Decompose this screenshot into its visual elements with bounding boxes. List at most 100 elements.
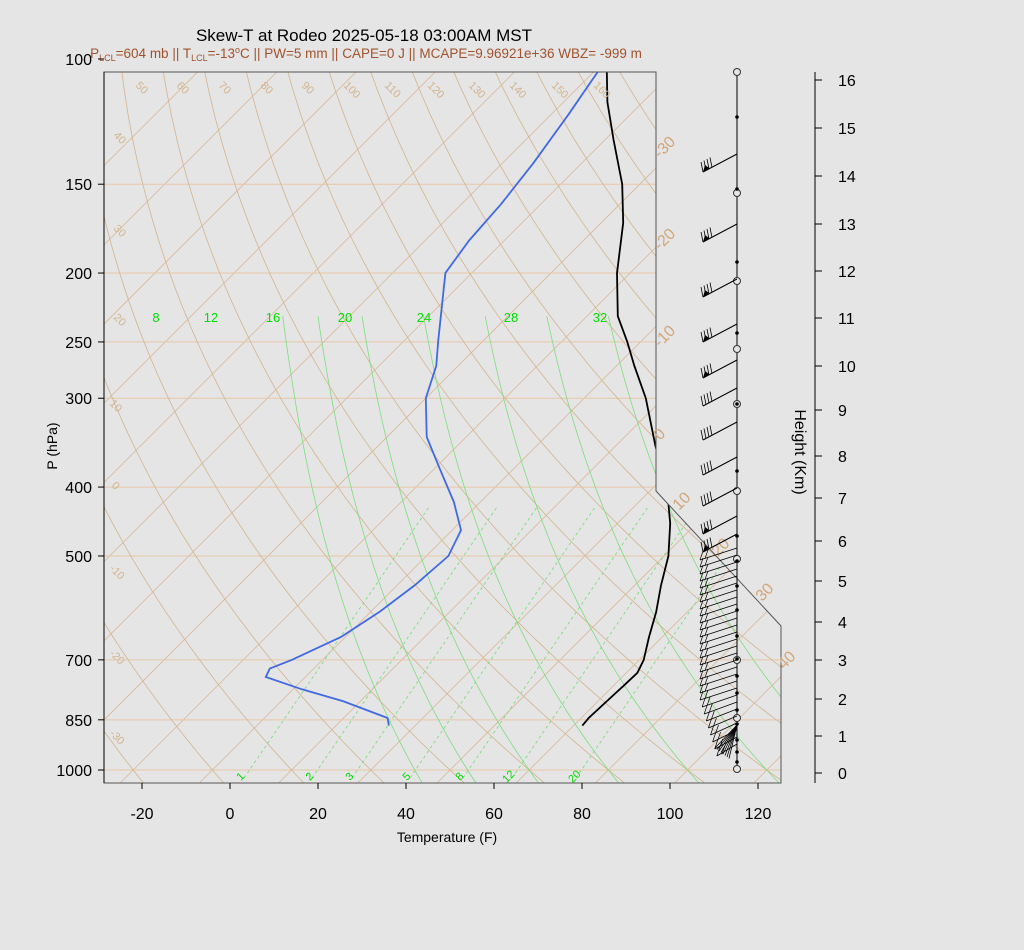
wind-barb [700, 533, 738, 553]
mixing-ratio-line [511, 506, 698, 779]
wind-barb [700, 487, 738, 507]
level-dot [735, 760, 739, 764]
moist-adiabat-line [546, 316, 781, 783]
p-tick-label: 200 [65, 266, 92, 283]
p-tick-label: 850 [65, 713, 92, 730]
wind-barb [699, 547, 738, 561]
height-tick-label: 4 [838, 615, 847, 632]
p-tick-label: 100 [65, 52, 92, 69]
dewpoint-trace [264, 72, 608, 726]
p-tick-label: 400 [65, 480, 92, 497]
dry-adiabat-line [160, 72, 628, 783]
isotherm-line [104, 72, 402, 783]
wind-barb [699, 631, 738, 645]
dry-adiabat-line [104, 72, 387, 783]
level-dot [735, 674, 739, 678]
level-marker [733, 68, 741, 76]
height-tick-label: 14 [838, 169, 856, 186]
moist-adiabat-label: 12 [204, 310, 218, 325]
height-tick-label: 2 [838, 692, 847, 709]
p-tick-label: 700 [65, 653, 92, 670]
wind-barb [700, 421, 738, 441]
wind-profile [699, 68, 741, 773]
level-dot [735, 634, 739, 638]
height-axis-label: Height (Km) [791, 409, 808, 494]
isotherm-line [104, 72, 323, 783]
wind-barb [699, 589, 738, 603]
level-dot [735, 187, 739, 191]
isotherm-line [434, 72, 781, 783]
wind-barb [699, 610, 738, 624]
moist-adiabat-label: 16 [266, 310, 280, 325]
wind-barb [700, 359, 738, 379]
wind-barb [703, 701, 738, 715]
isotherm-line [104, 72, 561, 783]
moist-adiabat-line [423, 316, 621, 783]
level-dot [735, 402, 739, 406]
plot-background [104, 72, 781, 783]
p-tick-label: 300 [65, 391, 92, 408]
x-tick-label: 100 [657, 806, 684, 823]
x-tick-label: 40 [397, 806, 415, 823]
isotherm-line [197, 72, 781, 783]
wind-barb [699, 554, 738, 568]
height-tick-label: 10 [838, 359, 856, 376]
wind-barb [699, 582, 738, 596]
wind-barb [710, 722, 738, 736]
level-dot [735, 738, 739, 742]
height-tick-label: 11 [838, 311, 855, 328]
wind-barb [699, 561, 738, 575]
height-tick-label: 3 [838, 653, 847, 670]
mixing-ratio-lines [243, 316, 781, 783]
dry-adiabat-line [104, 72, 226, 783]
mixing-ratio-line [351, 506, 538, 779]
wind-barb [699, 659, 738, 673]
wind-barb [700, 223, 738, 243]
wind-barb [700, 387, 738, 407]
level-dot [735, 331, 739, 335]
wind-barb [699, 596, 738, 610]
chart-subtitle: PLCL=604 mb || TLCL=-13oC || PW=5 mm || … [90, 45, 642, 63]
level-dot [735, 260, 739, 264]
wind-barb [701, 694, 738, 708]
moist-adiabat-label: 20 [338, 310, 352, 325]
isotherm-line [104, 72, 719, 783]
chart-title: Skew-T at Rodeo 2025-05-18 03:00AM MST [196, 26, 532, 45]
height-tick-label: 1 [838, 729, 847, 746]
wind-barb [699, 645, 738, 659]
level-dot [735, 469, 739, 473]
dry-adiabat-line [201, 72, 708, 783]
wind-barb [700, 278, 738, 298]
wind-barb [699, 666, 738, 680]
height-tick-label: 0 [838, 766, 847, 783]
wind-barb [699, 568, 738, 582]
moist-adiabat-line [361, 316, 541, 783]
wind-barb [699, 652, 738, 666]
moist-adiabat-line [317, 316, 478, 783]
dry-adiabat-line [283, 72, 781, 783]
height-tick-label: 7 [838, 491, 847, 508]
level-dot [735, 750, 739, 754]
dry-adiabat-line [447, 72, 781, 783]
height-tick-label: 13 [838, 217, 856, 234]
p-tick-label: 500 [65, 549, 92, 566]
x-tick-label: 60 [485, 806, 503, 823]
isotherm-line [104, 72, 640, 783]
level-dot [735, 115, 739, 119]
moist-adiabat-label: 28 [504, 310, 518, 325]
dry-adiabat-line [104, 72, 307, 783]
wind-barb [700, 323, 738, 343]
isotherm-line [104, 72, 244, 783]
x-tick-label: 20 [309, 806, 327, 823]
isotherm-line [513, 72, 781, 783]
p-tick-label: 150 [65, 177, 92, 194]
axes: -20 0 20 40 60 80 100 1201000850700500400300250… [56, 52, 855, 823]
wind-barb [700, 515, 738, 535]
mixing-ratio-line [409, 506, 596, 779]
height-tick-label: 8 [838, 449, 847, 466]
moist-adiabat-label: 24 [417, 310, 431, 325]
p-tick-label: 250 [65, 335, 92, 352]
wind-barb [699, 624, 738, 638]
level-marker [733, 345, 741, 353]
